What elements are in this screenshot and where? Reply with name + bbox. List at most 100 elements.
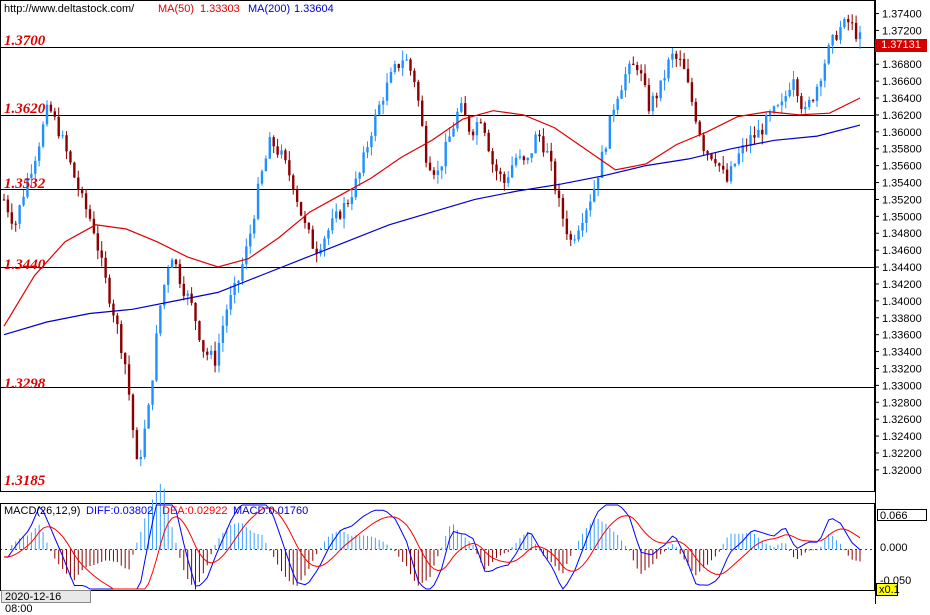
candle-body [421,100,424,126]
candle-body [362,152,365,173]
y-tick-label: 1.34400 [882,262,922,274]
candle-body [424,125,428,163]
candle-body [385,82,389,101]
candle-body [800,96,803,110]
y-tick-label: 1.37400 [882,9,922,21]
candle-body [358,172,361,179]
candle-body [467,116,471,132]
y-tick-label: 1.33600 [882,330,922,342]
candle-body [436,170,440,175]
candle-body [96,233,100,251]
candle-body [725,169,729,182]
candle-body [698,121,701,136]
candle-body [643,73,647,86]
date-label: 2020-12-16 08:00 [1,590,91,615]
candle-body [366,147,369,153]
y-tick-label: 1.35400 [882,178,922,190]
candle-body [679,58,682,60]
candle-body [49,104,53,112]
candle-body [526,157,529,161]
candle-body [788,89,791,97]
candle-body [245,246,248,265]
candle-body [577,230,580,240]
candle-body [84,193,88,210]
candle-body [850,22,854,24]
candle-body [749,135,752,146]
candle-body [757,129,760,138]
level-label: 1.3185 [4,473,46,489]
candle-body [131,394,135,431]
y-tick-label: 1.36200 [882,110,922,122]
candle-body [155,333,158,381]
candle-body [471,131,475,136]
candle-body [561,198,565,219]
candle-body [835,34,838,40]
y-tick-label: 1.32200 [882,448,922,460]
candle-body [710,153,713,160]
candle-body [123,353,127,365]
candle-body [303,215,307,223]
candle-body [288,160,291,176]
candle-body [346,202,350,204]
candle-body [206,351,209,355]
candle-body [45,104,49,125]
candle-body [233,282,236,295]
ma200-value: 1.33604 [294,3,334,15]
current-price-badge: 1.37131 [875,39,927,52]
candle-body [268,137,271,159]
candle-body [147,404,150,429]
candle-body [299,201,303,216]
candle-body [655,95,658,99]
y-tick-label: 1.36400 [882,93,922,105]
candle-body [389,72,393,83]
candle-body [143,428,146,458]
y-tick-label: 1.33800 [882,313,922,325]
candle-body [80,189,84,194]
y-tick-label: 1.37200 [882,25,922,37]
candle-body [338,211,342,219]
candle-body [600,151,604,178]
candle-body [550,150,553,162]
candle-body [202,340,205,352]
candle-body [120,324,123,354]
candle-body [589,201,592,211]
candle-body [534,134,537,154]
candle-body [53,111,57,117]
candle-body [18,205,21,224]
candle-body [190,293,193,303]
candle-body [57,116,60,137]
candle-body [41,124,45,147]
macd-label: MACD(26,12,9) [4,505,81,517]
y-tick-label: 1.35000 [882,211,922,223]
candle-body [823,63,827,81]
candle-body [632,63,635,66]
candle-body [514,157,518,166]
candle-body [10,212,14,224]
candle-body [608,115,612,149]
candle-body [397,64,400,68]
level-label: 1.3532 [4,176,46,192]
candle-body [714,159,717,164]
candle-body [553,161,557,191]
candle-body [811,100,815,102]
candle-body [593,188,596,202]
candle-body [510,165,514,178]
candle-body [135,430,139,460]
candle-body [620,90,623,99]
candle-body [475,122,479,136]
candle-body [127,364,131,395]
candle-body [639,70,643,74]
candle-body [804,106,807,110]
candle-body [229,294,232,310]
candle-body [139,457,143,460]
scale-badge[interactable]: x0.1 [876,583,900,596]
ma50-line [3,97,861,327]
y-tick-label: 1.32800 [882,397,922,409]
candle-body [721,165,725,170]
y-tick-label: 1.36800 [882,59,922,71]
candle-body [170,259,174,269]
level-label: 1.3700 [4,33,46,49]
candle-body [706,151,709,154]
